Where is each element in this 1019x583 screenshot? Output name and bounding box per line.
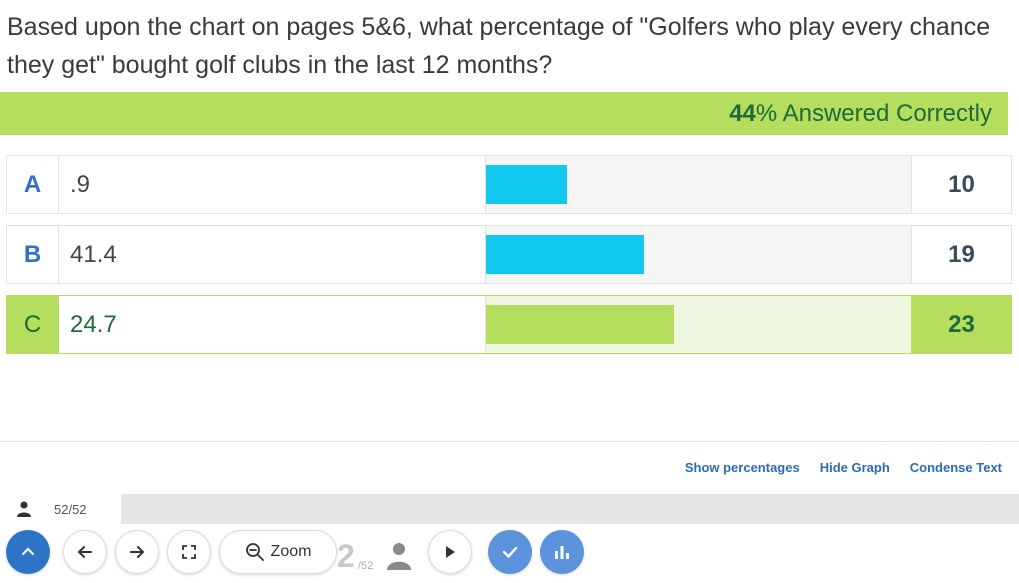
result-text: 44% Answered Correctly: [729, 100, 992, 128]
bottom-toolbar: Zoom 2 /52: [0, 524, 1019, 583]
answer-graph: [485, 156, 912, 213]
answer-graph: [485, 226, 912, 283]
question-text: Based upon the chart on pages 5&6, what …: [7, 13, 991, 79]
page-number: 2: [337, 538, 355, 574]
play-button[interactable]: [428, 530, 472, 574]
fullscreen-icon: [182, 545, 196, 559]
answer-graph: [485, 296, 912, 353]
percent-symbol: %: [755, 100, 778, 127]
condense-text-link[interactable]: Condense Text: [909, 460, 1002, 475]
divider: [0, 441, 1019, 442]
bar-chart-icon: [555, 546, 569, 559]
person-icon: [17, 501, 31, 517]
arrow-left-icon: [77, 546, 92, 558]
answer-row-b[interactable]: B 41.4 19: [6, 225, 1012, 284]
answer-text: .9: [70, 170, 91, 198]
zoom-button[interactable]: Zoom: [219, 530, 337, 574]
progress-track: [121, 494, 1019, 524]
page-total: /52: [358, 560, 374, 572]
collapse-button[interactable]: [6, 530, 50, 574]
check-button[interactable]: [488, 530, 532, 574]
show-percentages-link[interactable]: Show percentages: [684, 460, 800, 475]
answer-count: 23: [911, 296, 1011, 353]
answer-text: 41.4: [70, 240, 117, 268]
answer-graph-bar: [486, 305, 674, 344]
answer-count: 10: [911, 156, 1011, 213]
answer-row-a[interactable]: A .9 10: [6, 155, 1012, 214]
zoom-label: Zoom: [270, 543, 312, 560]
response-progress: 52/52: [0, 494, 1019, 524]
check-icon: [502, 546, 518, 558]
answer-text: 24.7: [70, 310, 117, 338]
answer-graph-bar: [486, 165, 567, 204]
hide-graph-link[interactable]: Hide Graph: [819, 460, 890, 475]
answer-letter: B: [7, 226, 59, 283]
back-button[interactable]: [63, 530, 107, 574]
forward-button[interactable]: [115, 530, 159, 574]
result-banner: 44% Answered Correctly: [0, 92, 1008, 135]
answer-count: 19: [911, 226, 1011, 283]
result-label: Answered Correctly: [777, 100, 992, 127]
answer-graph-bar: [486, 235, 644, 274]
fullscreen-button[interactable]: [167, 530, 211, 574]
display-options: Show percentages Hide Graph Condense Tex…: [685, 460, 1002, 475]
response-count: 52/52: [54, 502, 87, 517]
results-chart-button[interactable]: [540, 530, 584, 574]
play-icon: [446, 546, 455, 558]
answer-letter: C: [7, 296, 59, 353]
arrow-right-icon: [130, 546, 145, 558]
magnifier-icon: [245, 543, 264, 561]
answer-letter: A: [7, 156, 59, 213]
person-icon: [387, 543, 411, 570]
answer-row-c[interactable]: C 24.7 23: [6, 295, 1012, 354]
chevron-up-icon: [21, 547, 35, 556]
correct-percent: 44: [729, 100, 756, 127]
